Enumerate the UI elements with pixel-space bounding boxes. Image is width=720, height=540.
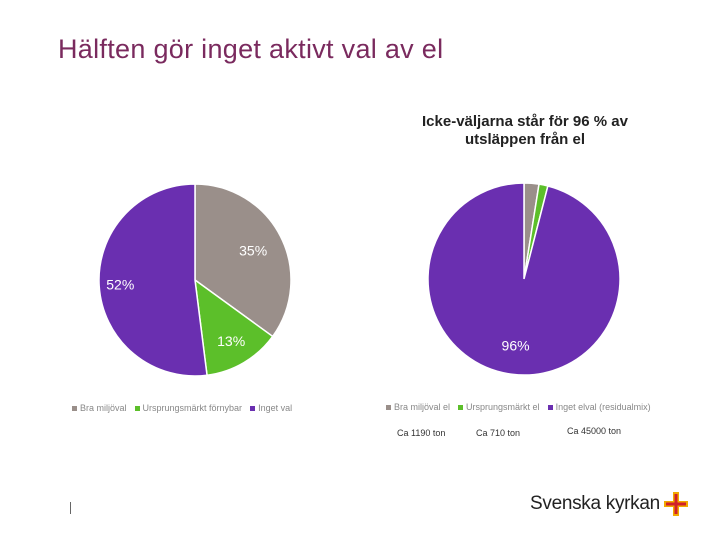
chart-2-title: Icke-väljarna står för 96 % av utsläppen… xyxy=(422,113,628,148)
legend-label: Bra miljöval el xyxy=(394,402,451,412)
legend-swatch xyxy=(386,404,391,410)
cross-icon xyxy=(663,492,688,516)
chart-2-label-3: 96% xyxy=(502,338,530,354)
svenska-kyrkan-logo: Svenska kyrkan xyxy=(530,491,689,517)
chart-2-legend-item-1: Bra miljöval el xyxy=(386,402,450,412)
chart-1-label-3: 52% xyxy=(106,277,134,293)
chart-1-slice-3 xyxy=(98,183,208,377)
annotation-inget-elval: Ca 45000 ton xyxy=(567,426,622,436)
legend-label: Bra miljöval xyxy=(80,403,127,413)
legend-swatch xyxy=(134,405,140,411)
legend-swatch xyxy=(458,404,464,410)
legend-label: Ursprungsmärkt förnybar xyxy=(142,403,243,413)
annotation-ursprungsmarkt: Ca 710 ton xyxy=(476,428,521,438)
footer-divider xyxy=(70,502,71,514)
legend-swatch xyxy=(72,405,77,411)
chart-1-slice-2 xyxy=(194,278,274,377)
legend-label: Inget val xyxy=(258,403,293,413)
legend-label: Inget elval (residualmix) xyxy=(555,402,651,412)
legend-label: Ursprungsmärkt el xyxy=(466,402,540,412)
chart-1-label-2: 13% xyxy=(217,333,245,349)
chart-1-legend-item-1: Bra miljöval xyxy=(72,403,127,413)
chart-1-legend: Bra miljöval Ursprungsmärkt förnybar Inget… xyxy=(72,403,300,413)
chart-2-legend: Bra miljöval el Ursprungsmärkt el Inget el… xyxy=(386,402,659,412)
chart-1-legend-item-2: Ursprungsmärkt förnybar xyxy=(134,403,243,413)
chart-1-legend-item-3: Inget val xyxy=(250,403,292,413)
chart-2-legend-item-3: Inget elval (residualmix) xyxy=(547,402,651,412)
chart-2-legend-item-2: Ursprungsmärkt el xyxy=(458,402,540,412)
logo-text: Svenska kyrkan xyxy=(530,493,660,514)
annotation-bra-miljoval: Ca 1190 ton xyxy=(397,428,446,438)
slide-title: Hälften gör inget aktivt val av el xyxy=(58,34,444,64)
chart-1-slice-1 xyxy=(194,183,292,338)
legend-swatch xyxy=(547,404,553,410)
chart-2-slice-3 xyxy=(427,182,621,376)
legend-swatch xyxy=(250,405,256,411)
chart-1-label-1: 35% xyxy=(239,242,267,258)
